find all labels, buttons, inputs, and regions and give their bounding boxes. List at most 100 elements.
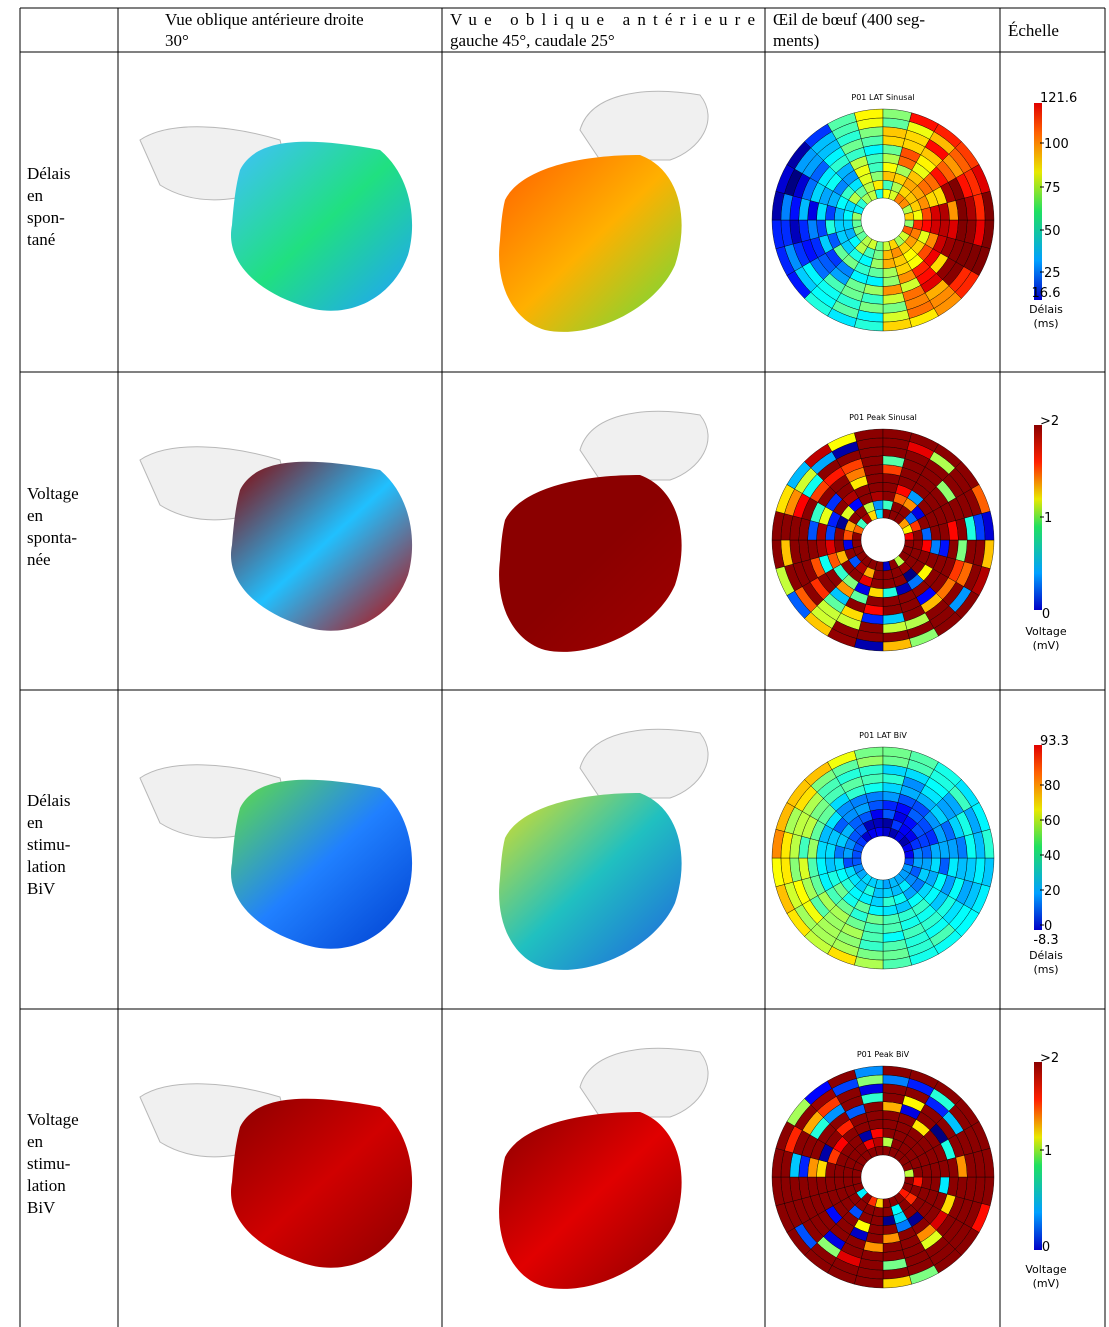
bullseye-segment	[981, 191, 995, 221]
bullseye-segment	[834, 857, 845, 871]
table-row: Voltage en sponta-née P01 Peak Sinusal >2 1 0 V…	[27, 410, 1067, 652]
heart-image	[499, 728, 709, 970]
table-rules	[19, 7, 1106, 1327]
scale-label: Délais	[1029, 303, 1063, 316]
row-label: en	[27, 813, 44, 832]
header-text: Vue oblique antérieure droite	[165, 10, 364, 29]
row-label: tané	[27, 230, 55, 249]
row-label: en	[27, 506, 44, 525]
color-bar	[1034, 425, 1042, 610]
scale-label: 50	[1044, 224, 1061, 239]
scale-label: 93.3	[1040, 734, 1069, 749]
vessel	[579, 90, 709, 161]
scale-label: 20	[1044, 884, 1061, 899]
header-text: Vue oblique antérieure	[450, 10, 755, 29]
scale-label: 100	[1044, 137, 1069, 152]
bullseye-title: P01 LAT Sinusal	[851, 93, 914, 102]
header-text: ments)	[773, 31, 819, 50]
row-label: née	[27, 550, 51, 569]
heart-surface	[499, 475, 682, 652]
row-label: Délais	[27, 791, 70, 810]
bullseye-segment	[921, 845, 932, 859]
bullseye-segment	[870, 1128, 884, 1139]
row-label: BiV	[27, 879, 56, 898]
scale-label: 0	[1042, 607, 1050, 622]
bullseye-segment	[882, 1215, 896, 1226]
bullseye-segment	[834, 539, 845, 553]
row-label: en	[27, 186, 44, 205]
bullseye-segment	[870, 491, 884, 502]
bullseye-segment	[882, 896, 896, 907]
row-label: lation	[27, 1176, 66, 1195]
row-label: Délais	[27, 164, 70, 183]
heart-image	[139, 446, 413, 631]
scale-label: 1	[1044, 1144, 1052, 1159]
heart-image	[499, 90, 709, 332]
bullseye-title: P01 LAT BiV	[859, 731, 907, 740]
bullseye-segment	[870, 171, 884, 182]
row-label: stimu-	[27, 1154, 71, 1173]
row-label: Voltage	[27, 484, 79, 503]
header-text: Œil de bœuf (400 seg-	[773, 10, 925, 29]
bullseye-segment	[921, 527, 932, 541]
bullseye	[771, 1065, 995, 1289]
scale-label: (ms)	[1033, 963, 1058, 976]
bullseye	[771, 428, 995, 652]
color-bar	[1034, 103, 1042, 300]
heart-surface	[499, 155, 682, 332]
scale-label: 60	[1044, 814, 1061, 829]
bullseye	[771, 746, 995, 970]
bullseye	[771, 108, 995, 332]
row-label: sponta-	[27, 528, 77, 547]
scale-label: (ms)	[1033, 317, 1058, 330]
scale-label: >2	[1040, 1051, 1059, 1066]
scale-label: 16.6	[1032, 286, 1061, 301]
color-bar	[1034, 1062, 1042, 1250]
bullseye-title: P01 Peak Sinusal	[849, 413, 917, 422]
scale-label: >2	[1040, 414, 1059, 429]
bullseye-segment	[981, 829, 995, 859]
table-row: Délais en stimu-lation BiV P01 LAT BiV 93.3 80…	[27, 728, 1069, 976]
scale-label: 121.6	[1040, 91, 1077, 106]
bullseye-segment	[834, 1176, 845, 1190]
scale-label: 75	[1044, 181, 1061, 196]
heart-surface	[230, 141, 413, 311]
heart-surface	[499, 1112, 682, 1289]
heart-image	[139, 126, 413, 311]
heart-image	[139, 764, 413, 949]
heart-surface	[230, 779, 413, 949]
heart-surface	[230, 461, 413, 631]
scale-label: 40	[1044, 849, 1061, 864]
scale-label: 0	[1042, 1240, 1050, 1255]
heart-image	[499, 1047, 709, 1289]
scale-label: Voltage	[1025, 625, 1066, 638]
vessel	[579, 728, 709, 799]
bullseye-segment	[921, 1164, 932, 1178]
bullseye-segment	[921, 207, 932, 221]
row-label: stimu-	[27, 835, 71, 854]
row-label: lation	[27, 857, 66, 876]
bullseye-segment	[981, 511, 995, 541]
header-text: Échelle	[1008, 21, 1059, 40]
table-row: Voltage en stimu-lation BiV P01 Peak BiV >2 1 0…	[27, 1047, 1067, 1290]
color-bar	[1034, 745, 1042, 930]
bullseye-segment	[834, 219, 845, 233]
scale-label: 25	[1044, 266, 1061, 281]
header: Vue oblique antérieure droite 30° Vue ob…	[165, 10, 1059, 50]
row-label: en	[27, 1132, 44, 1151]
header-text: gauche 45°, caudale 25°	[450, 31, 615, 50]
scale-label: 0	[1044, 919, 1052, 934]
bullseye-segment	[882, 258, 896, 269]
scale-label: 80	[1044, 779, 1061, 794]
bullseye-segment	[882, 578, 896, 589]
vessel	[579, 410, 709, 481]
row-label: spon-	[27, 208, 65, 227]
vessel	[579, 1047, 709, 1118]
bullseye-segment	[870, 809, 884, 820]
scale-label: -8.3	[1033, 933, 1058, 948]
scale-label: Délais	[1029, 949, 1063, 962]
scale-label: Voltage	[1025, 1263, 1066, 1276]
